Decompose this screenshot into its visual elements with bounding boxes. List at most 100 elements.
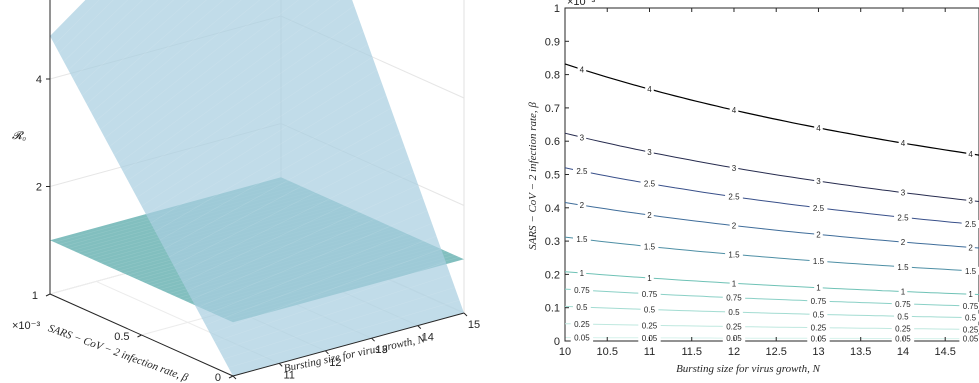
surface-mesh-line bbox=[136, 43, 369, 198]
x-tick-label: 13.5 bbox=[850, 346, 871, 358]
x-tick-label: 11 bbox=[644, 346, 655, 358]
y-tick-label: 0 bbox=[215, 372, 221, 383]
contour-label: 1.5 bbox=[813, 257, 825, 266]
x-tick-label: 11.5 bbox=[681, 346, 702, 358]
contour-label-bg bbox=[572, 167, 591, 176]
contour-label-bg bbox=[898, 188, 908, 197]
contour-label: 1 bbox=[901, 288, 906, 297]
y-tick-label: 0.3 bbox=[545, 236, 560, 248]
contour-label: 2 bbox=[732, 222, 737, 231]
contour-chart: 0.05 0.05 0.05 0.05 0.05 0.050.25 0.25 0.25 0.25… bbox=[527, 0, 979, 375]
y-tick-label: 0.7 bbox=[545, 103, 560, 115]
contour-label: 2.5 bbox=[576, 167, 588, 176]
contour-label-bg bbox=[961, 220, 979, 228]
surface-mesh-line bbox=[164, 120, 396, 249]
surface-mesh-line bbox=[127, 18, 359, 181]
y-tick-mark bbox=[45, 293, 51, 297]
contour-label: 0.75 bbox=[726, 294, 742, 303]
contour-label-bg bbox=[645, 85, 654, 94]
contour-label-bg bbox=[645, 211, 654, 220]
x-tick-label: 10 bbox=[559, 346, 571, 358]
y-tick-label: 0.2 bbox=[545, 269, 560, 281]
contour-label: 4 bbox=[968, 150, 973, 159]
contour-label-bg bbox=[645, 274, 654, 283]
contour-label: 0.5 bbox=[728, 308, 740, 317]
contour-label: 1.5 bbox=[728, 250, 740, 259]
surface-mesh-line bbox=[219, 274, 451, 351]
surface-mesh-line bbox=[63, 0, 129, 62]
contour-label: 1 bbox=[816, 284, 821, 293]
surface-mesh-line bbox=[155, 95, 387, 232]
contour-label-bg bbox=[570, 320, 594, 329]
contour-label-bg bbox=[807, 297, 830, 306]
contour-label: 2.5 bbox=[897, 213, 909, 222]
contour-line bbox=[564, 132, 979, 202]
contour-label-bg bbox=[577, 269, 587, 278]
contour-label-bg bbox=[898, 238, 908, 247]
z-tick-label: 2 bbox=[36, 182, 42, 194]
contour-label: 0.5 bbox=[644, 306, 656, 315]
contour-label-bg bbox=[966, 243, 975, 252]
x-tick-mark bbox=[463, 312, 468, 317]
contour-label: 0.75 bbox=[811, 297, 827, 306]
contour-label: 3 bbox=[816, 177, 821, 186]
surface-mesh-line bbox=[81, 0, 191, 96]
contour-label: 0.5 bbox=[813, 310, 825, 319]
contour-label: 0.5 bbox=[576, 303, 588, 312]
surface-mesh-line bbox=[68, 0, 143, 71]
contour-label-bg bbox=[894, 312, 912, 321]
contour-label-bg bbox=[959, 334, 979, 343]
contour-label-bg bbox=[570, 286, 594, 295]
contour-label: 4 bbox=[647, 85, 652, 94]
surface-mesh-line bbox=[100, 0, 261, 130]
contour-label: 1.5 bbox=[965, 267, 977, 276]
x-tick-mark bbox=[371, 337, 375, 342]
surface-mesh-line bbox=[200, 223, 433, 317]
contour-label-bg bbox=[577, 133, 587, 142]
x-tick-label: 14 bbox=[422, 332, 434, 344]
contour-label: 1 bbox=[732, 279, 737, 288]
contour-label-bg bbox=[577, 201, 587, 210]
surface-mesh-line bbox=[228, 299, 460, 368]
y-tick-label: 0 bbox=[554, 336, 560, 348]
contour-label-bg bbox=[891, 324, 915, 333]
y-tick-label: 0.5 bbox=[114, 331, 129, 343]
contour-label-bg bbox=[809, 310, 828, 319]
contour-label-bg bbox=[814, 177, 823, 186]
x-tick-label: 11 bbox=[283, 369, 294, 381]
contour-label: 1 bbox=[647, 274, 652, 283]
contour-label-bg bbox=[966, 149, 975, 158]
contour-label: 2 bbox=[816, 230, 821, 239]
contour-label-bg bbox=[577, 65, 587, 74]
z-axis-label: 𝓡₀ bbox=[12, 130, 26, 142]
contour-label: 0.25 bbox=[895, 325, 911, 334]
surface-mesh-line bbox=[141, 56, 373, 207]
contour-label: 3 bbox=[732, 164, 737, 173]
contour-label-bg bbox=[898, 287, 908, 296]
contour-label-bg bbox=[898, 139, 908, 148]
surface-mesh-line bbox=[187, 184, 419, 292]
contour-label-bg bbox=[638, 321, 661, 330]
contour-label: 2 bbox=[968, 243, 973, 252]
x-tick-mark bbox=[278, 363, 283, 367]
contour-label-bg bbox=[894, 262, 912, 271]
surface-mesh-line bbox=[77, 0, 174, 88]
contour-label: 3 bbox=[901, 189, 906, 198]
surface-mesh-line bbox=[173, 146, 405, 266]
x-tick-mark bbox=[417, 325, 422, 329]
surface-mesh-line bbox=[191, 197, 423, 300]
contour-label: 0.75 bbox=[642, 290, 658, 299]
contour-label-bg bbox=[645, 148, 654, 157]
contour-label: 2.5 bbox=[813, 204, 825, 213]
contour-label: 2.5 bbox=[965, 220, 977, 229]
surface-mesh-line bbox=[196, 210, 428, 309]
contour-label-bg bbox=[572, 303, 591, 312]
surface-mesh-line bbox=[95, 0, 242, 122]
contour-label-bg bbox=[640, 179, 659, 188]
contour-label: 1.5 bbox=[897, 263, 909, 272]
x-tick-label: 12 bbox=[329, 357, 341, 369]
surface-mesh-line bbox=[58, 0, 114, 54]
y-tick-label: 1 bbox=[554, 3, 560, 15]
y-exponent-label: ×10⁻³ bbox=[12, 320, 40, 332]
